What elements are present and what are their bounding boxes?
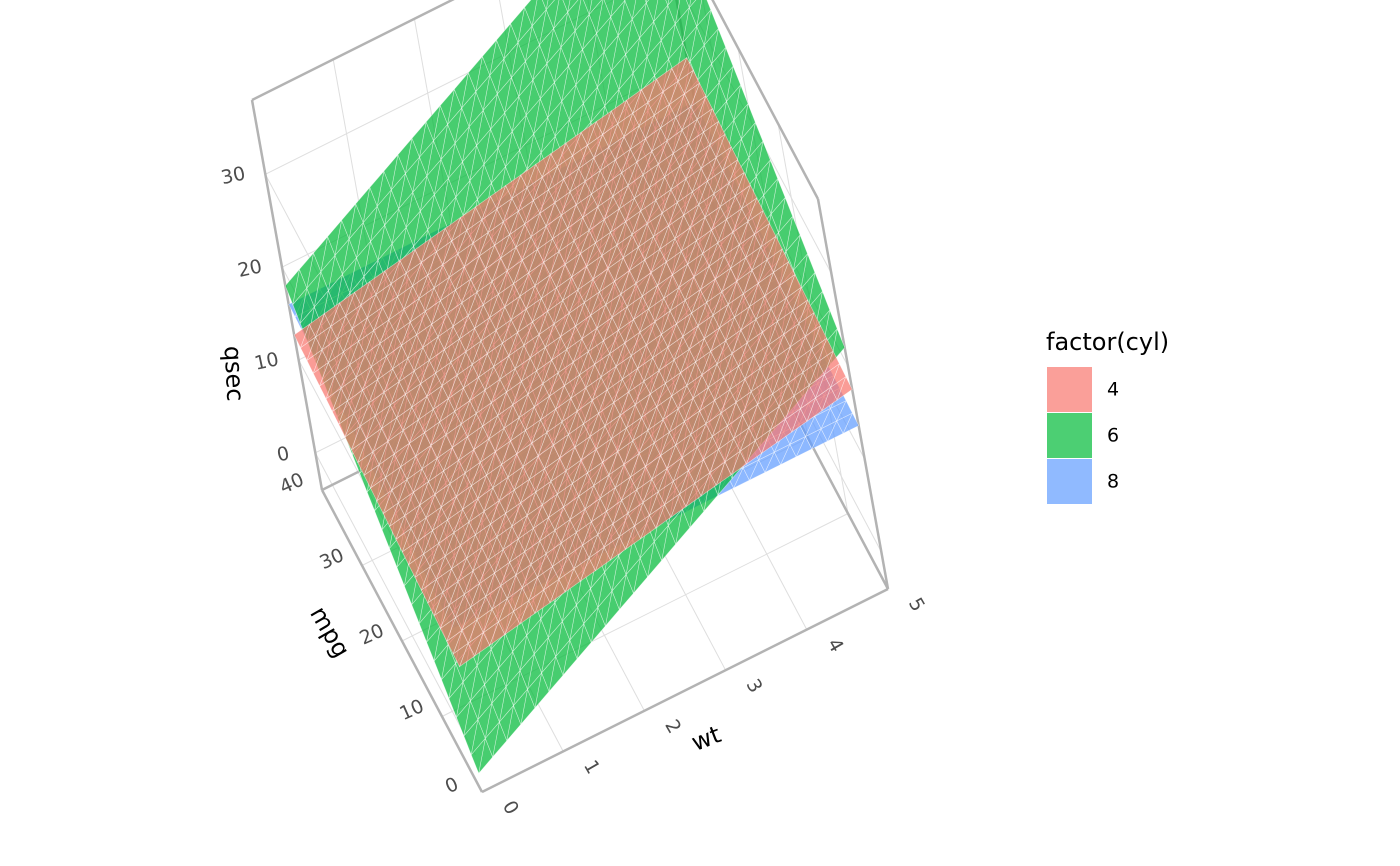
surface-facet xyxy=(656,67,673,93)
legend: factor(cyl) 4 6 8 xyxy=(1046,328,1169,504)
x-tick-label: 1 xyxy=(579,756,604,777)
surface-facet xyxy=(588,0,602,16)
surface-facet xyxy=(505,174,522,200)
surface-facet xyxy=(610,0,626,18)
surface-facet xyxy=(475,195,492,221)
z-tick-label: 10 xyxy=(252,348,280,375)
surface-facet xyxy=(565,131,582,157)
y-axis-title: mpg xyxy=(304,602,355,663)
surface-facet xyxy=(308,312,326,338)
surface-facet xyxy=(467,55,483,93)
x-tick-label: 2 xyxy=(660,716,685,737)
surface-facet xyxy=(414,238,431,264)
surface-facet xyxy=(490,184,507,210)
legend-title: factor(cyl) xyxy=(1046,328,1169,356)
x-axis-title: wt xyxy=(688,720,725,757)
surface-facet xyxy=(535,152,552,178)
surface-facet xyxy=(482,38,498,77)
x-tick-label: 4 xyxy=(823,635,848,656)
grid-line xyxy=(314,452,476,756)
y-tick-label: 40 xyxy=(276,469,307,499)
y-axis-line xyxy=(320,489,484,793)
surface-facet xyxy=(354,280,371,306)
surface-facet xyxy=(624,0,637,21)
y-tick-label: 0 xyxy=(442,773,462,798)
surface-facet xyxy=(567,0,579,14)
surface-facet xyxy=(355,186,371,224)
surface-facet xyxy=(667,0,673,7)
surface-facet xyxy=(520,163,537,189)
surface-facet xyxy=(688,0,697,9)
y-tick-label: 10 xyxy=(396,695,427,725)
surface-facet xyxy=(688,0,703,28)
z-tick-label: 20 xyxy=(236,255,264,282)
z-tick-label: 0 xyxy=(275,442,291,466)
x-tick-label: 0 xyxy=(498,797,523,818)
surface-facet xyxy=(641,78,658,104)
surface-facet xyxy=(644,0,648,4)
surface-facet xyxy=(645,0,659,23)
surface-facet xyxy=(453,71,469,109)
legend-key xyxy=(1047,459,1092,504)
surface-facet xyxy=(562,0,571,14)
surface-facet xyxy=(383,153,399,191)
frame-edge xyxy=(711,0,820,200)
surface-facet xyxy=(626,88,643,114)
z-axis-line xyxy=(250,99,324,491)
surface-facet xyxy=(665,0,670,7)
y-tick-label: 20 xyxy=(356,620,387,650)
surface-facet xyxy=(686,0,692,9)
legend-label: 8 xyxy=(1107,471,1119,493)
z-axis-title: qsec xyxy=(219,345,250,402)
surface-facet xyxy=(510,6,526,44)
surface-facet xyxy=(397,137,413,175)
frame-edge xyxy=(816,198,890,590)
x-tick-label: 3 xyxy=(741,675,766,696)
surface-facet xyxy=(299,251,315,290)
surface-facet xyxy=(411,120,427,159)
surface-facet xyxy=(293,323,310,349)
surface-facet xyxy=(284,268,300,306)
surface-facet xyxy=(313,235,329,273)
x-tick-label: 5 xyxy=(904,594,929,615)
frame-edge xyxy=(251,0,455,102)
x-axis-line xyxy=(481,587,889,794)
surface-facet xyxy=(603,0,615,18)
surface-facet xyxy=(580,120,597,146)
surface-facet xyxy=(542,0,549,11)
legend-label: 6 xyxy=(1107,425,1119,447)
regression-surfaces xyxy=(284,0,860,775)
surface-facet xyxy=(667,0,681,25)
surface-facet xyxy=(369,170,385,208)
surface-facet xyxy=(444,216,461,242)
surface-facet xyxy=(369,270,386,296)
surface-facet xyxy=(425,104,441,142)
surface-facet xyxy=(341,202,357,241)
surface-facet xyxy=(545,0,555,11)
surface-facet xyxy=(459,206,477,232)
legend-key xyxy=(1047,413,1092,458)
surface-facet xyxy=(384,259,401,285)
surface-facet xyxy=(524,0,538,28)
surface-facet xyxy=(439,88,455,126)
surface-facet xyxy=(550,142,567,168)
z-tick-label: 30 xyxy=(219,163,247,190)
surface-facet xyxy=(595,110,612,136)
surface-facet xyxy=(610,99,628,125)
surface-facet xyxy=(339,291,356,317)
legend-label: 4 xyxy=(1107,379,1119,401)
surface-facet xyxy=(399,248,416,274)
surface-facet xyxy=(429,227,446,253)
surface-cyl-4 xyxy=(293,56,853,668)
surface-facet xyxy=(496,22,512,60)
surface-facet xyxy=(583,0,593,16)
surface-facet xyxy=(327,219,343,257)
legend-key xyxy=(1047,367,1092,412)
y-tick-label: 30 xyxy=(316,544,347,574)
surface-facet xyxy=(671,56,688,82)
surface-facet xyxy=(324,302,341,328)
